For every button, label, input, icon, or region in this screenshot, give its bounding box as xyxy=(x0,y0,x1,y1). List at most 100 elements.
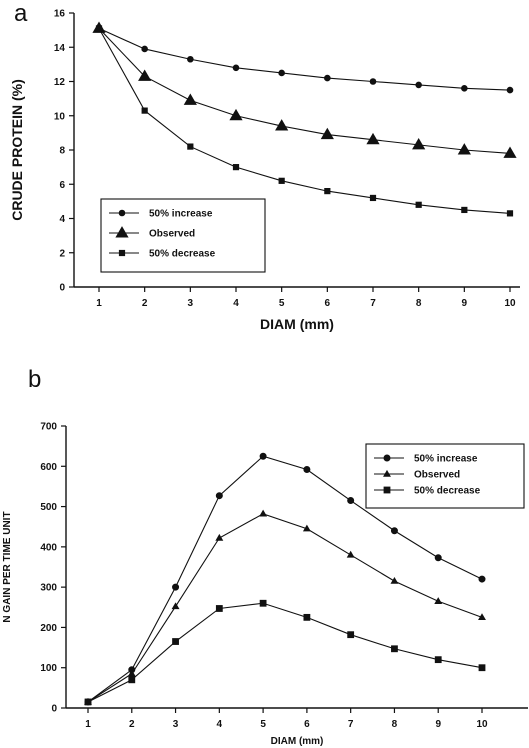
legend-swatch-marker xyxy=(115,226,129,238)
y-tick-label: 2 xyxy=(59,248,65,259)
x-tick-label: 6 xyxy=(325,298,331,309)
y-tick-label: 400 xyxy=(40,542,57,553)
data-point xyxy=(412,137,426,150)
data-point xyxy=(215,492,223,500)
x-tick-label: 10 xyxy=(504,298,516,309)
y-axis-label: N GAIN PER TIME UNIT xyxy=(2,511,13,622)
data-point xyxy=(415,201,422,208)
x-tick-label: 7 xyxy=(370,298,376,309)
data-point xyxy=(346,550,355,558)
data-point xyxy=(275,119,289,131)
series-line xyxy=(98,28,511,214)
x-tick-label: 6 xyxy=(304,719,310,730)
x-tick-label: 9 xyxy=(435,719,441,730)
x-tick-label: 10 xyxy=(476,719,488,730)
x-tick-label: 8 xyxy=(416,298,422,309)
data-point xyxy=(503,146,517,158)
data-point xyxy=(366,132,380,145)
y-tick-label: 500 xyxy=(40,502,57,513)
data-point xyxy=(434,656,442,664)
data-point xyxy=(171,602,180,610)
data-point xyxy=(324,188,331,195)
y-tick-label: 10 xyxy=(54,111,66,122)
data-point xyxy=(390,576,399,584)
data-point xyxy=(84,698,92,706)
legend-swatch-marker xyxy=(118,209,126,217)
y-tick-label: 4 xyxy=(59,214,65,225)
y-tick-label: 700 xyxy=(40,422,57,433)
y-tick-label: 200 xyxy=(40,623,57,634)
data-point xyxy=(434,554,442,562)
data-point xyxy=(369,194,377,202)
y-tick-label: 12 xyxy=(54,77,66,88)
data-point xyxy=(215,605,223,612)
chart-panel-b: 0 100 200 300 400 500 600 700 1 2 3 4 5 6 7 8 9 10 DIAM (m… xyxy=(2,422,528,747)
data-point xyxy=(478,613,486,621)
y-tick-label: 14 xyxy=(54,43,66,54)
data-point xyxy=(141,45,148,53)
data-point xyxy=(278,69,285,77)
x-tick-label: 3 xyxy=(188,298,194,309)
data-point xyxy=(141,107,148,114)
data-point xyxy=(232,164,240,171)
data-point xyxy=(478,664,486,672)
data-point xyxy=(457,143,471,155)
series-triangle xyxy=(84,509,486,705)
data-point xyxy=(347,497,355,505)
x-axis-label: DIAM (mm) xyxy=(260,316,334,332)
y-tick-label: 0 xyxy=(51,704,57,715)
data-point xyxy=(138,69,152,81)
series-circle xyxy=(84,452,486,706)
series-line xyxy=(98,27,511,91)
data-point xyxy=(259,509,268,517)
x-tick-label: 2 xyxy=(129,719,135,730)
x-axis-label: DIAM (mm) xyxy=(271,736,324,747)
x-tick-label: 4 xyxy=(233,298,239,309)
data-point xyxy=(461,206,468,214)
x-tick-label: 3 xyxy=(173,719,179,730)
legend: 50% increase Observed 50% decrease xyxy=(365,443,525,509)
data-point xyxy=(506,210,514,217)
data-point xyxy=(478,575,486,583)
x-tick-label: 5 xyxy=(260,719,266,730)
data-point xyxy=(172,638,179,645)
series-line xyxy=(87,602,483,703)
panel-letter-b: b xyxy=(28,366,42,393)
data-point xyxy=(324,74,331,82)
series-line xyxy=(87,455,483,703)
legend-swatch-marker xyxy=(383,469,391,477)
series-triangle xyxy=(92,21,517,158)
y-tick-label: 0 xyxy=(59,283,65,294)
data-point xyxy=(183,93,197,105)
legend-swatch-marker xyxy=(383,486,391,494)
legend-label: Observed xyxy=(149,229,195,240)
series-circle xyxy=(95,25,514,94)
data-point xyxy=(461,85,468,92)
data-point xyxy=(229,108,243,121)
data-point xyxy=(187,55,194,63)
data-point xyxy=(259,452,267,460)
data-point xyxy=(347,631,355,639)
legend-label: 50% increase xyxy=(149,209,213,220)
legend: 50% increase Observed 50% decrease xyxy=(100,198,266,273)
data-point xyxy=(127,669,136,677)
y-tick-label: 6 xyxy=(59,180,65,191)
y-tick-label: 600 xyxy=(40,462,57,473)
data-point xyxy=(390,527,398,535)
data-point xyxy=(303,613,311,621)
data-point xyxy=(434,597,443,604)
series-line xyxy=(98,28,511,154)
data-point xyxy=(320,127,334,140)
x-tick-label: 1 xyxy=(96,298,102,309)
y-tick-label: 300 xyxy=(40,583,57,594)
x-tick-label: 2 xyxy=(142,298,148,309)
panel-letter-a: a xyxy=(14,0,28,27)
legend-label: 50% increase xyxy=(414,454,478,465)
legend-label: 50% decrease xyxy=(149,249,216,260)
x-tick-label: 9 xyxy=(462,298,468,309)
data-point xyxy=(232,64,240,72)
x-tick-label: 5 xyxy=(279,298,285,309)
